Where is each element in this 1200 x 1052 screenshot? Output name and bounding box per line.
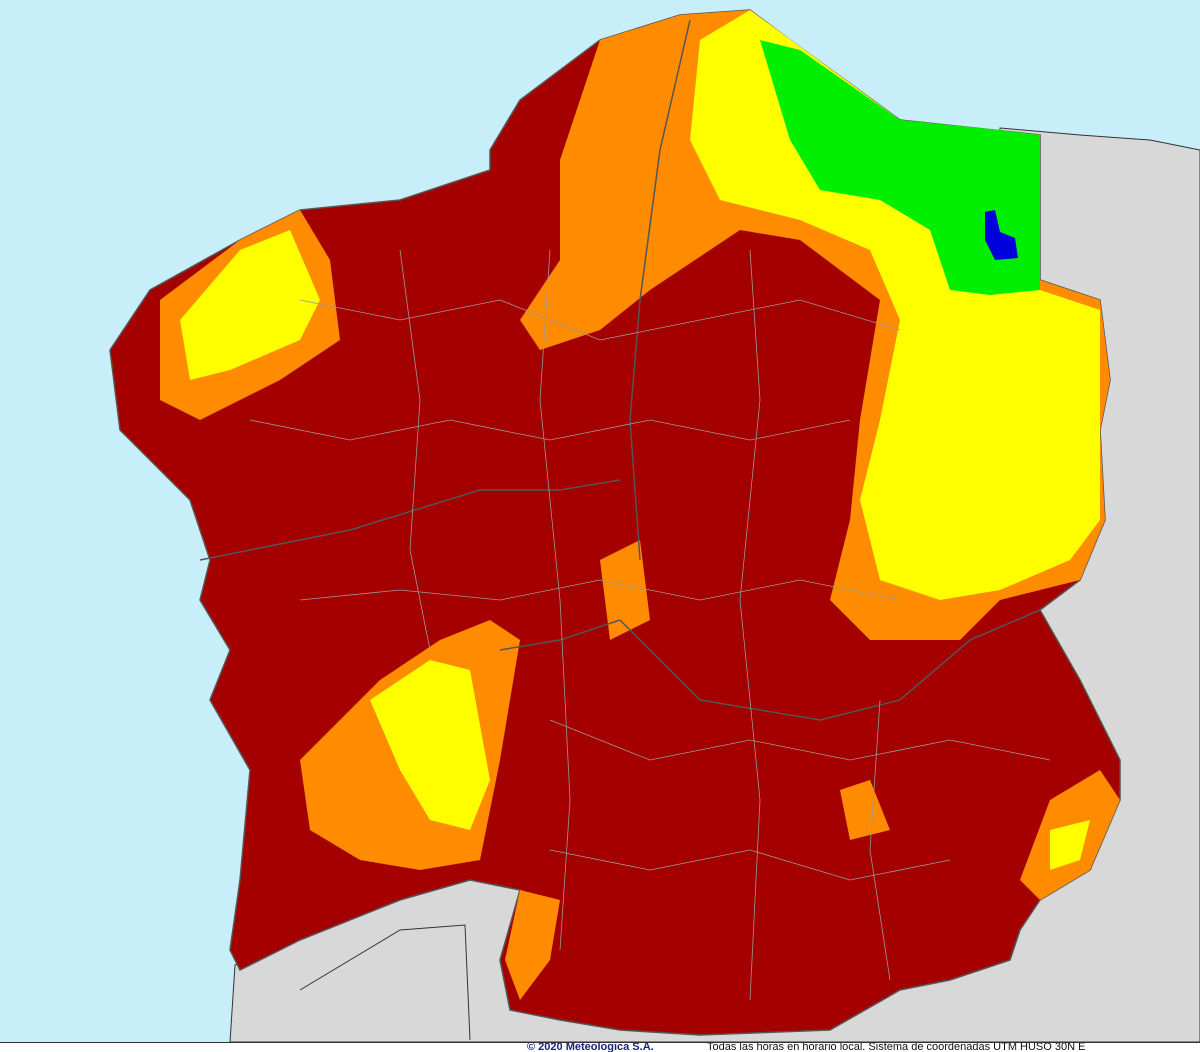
- portugal-border: [299, 924, 471, 1041]
- municipal-borders: [249, 249, 1051, 1001]
- province-borders: [199, 19, 1041, 721]
- map-footer: © 2020 Meteologica S.A. Todas las horas …: [0, 1042, 1200, 1052]
- copyright-text: © 2020 Meteologica S.A.: [527, 1042, 654, 1052]
- very-low-risk-area: [985, 210, 1018, 260]
- footer-note: Todas las horas en horario local. Sistem…: [707, 1042, 1086, 1052]
- low-risk-area: [760, 40, 1040, 295]
